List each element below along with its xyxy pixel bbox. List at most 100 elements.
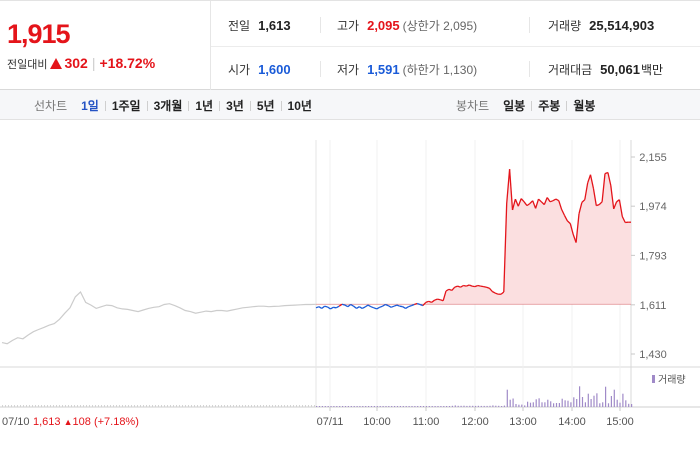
volume-bar xyxy=(218,405,219,407)
volume-bar xyxy=(610,396,612,407)
volume-bar xyxy=(457,405,459,407)
volume-bar xyxy=(221,405,222,407)
time-tick-label: 14:00 xyxy=(558,416,586,428)
price-line-segment xyxy=(396,304,401,307)
tab-1d[interactable]: 1일 xyxy=(81,99,99,113)
tab-1y[interactable]: 1년 xyxy=(195,99,214,113)
price-tick-label: 1,611 xyxy=(640,300,667,312)
price-box: 1,915 전일대비 302 | +18.72% xyxy=(0,1,211,91)
tab-daily[interactable]: 일봉 xyxy=(503,99,526,113)
volume-bar xyxy=(579,386,581,407)
time-axis: 07/10 07/11 10:00 11:00 12:00 13:00 14:00 15:00… xyxy=(2,407,634,428)
price-line-segment xyxy=(546,197,551,203)
tab-1w[interactable]: 1주일 xyxy=(111,99,141,113)
volume-bar xyxy=(570,402,572,407)
volume-bar xyxy=(56,405,57,407)
price-line-segment xyxy=(506,169,511,204)
price-line-segment xyxy=(367,304,372,308)
price-line-segment xyxy=(474,284,479,288)
volume-bar xyxy=(71,405,72,407)
volume-bar xyxy=(230,405,231,407)
time-tick-label: 12:00 xyxy=(461,416,489,428)
volume-bar xyxy=(299,405,300,407)
volume-bar xyxy=(203,405,204,407)
stat-low: 저가 1,591 (하한가 1,130) xyxy=(337,61,477,78)
volume-bar xyxy=(503,405,505,407)
volume-bar xyxy=(344,406,347,407)
tab-monthly[interactable]: 월봉 xyxy=(573,99,596,113)
volume-bar xyxy=(316,406,318,407)
volume-bar xyxy=(50,405,51,407)
volume-bar xyxy=(573,397,575,407)
tab-3m[interactable]: 3개월 xyxy=(153,99,183,113)
tab-3y[interactable]: 3년 xyxy=(226,99,244,113)
volume-bar xyxy=(399,406,401,407)
volume-bar xyxy=(619,402,621,407)
price-line-segment xyxy=(592,188,597,206)
price-line-segment xyxy=(333,306,337,309)
volume-bar xyxy=(336,406,338,407)
volume-bar xyxy=(134,405,135,407)
price-axis: 2,155 1,974 1,793 1,611 1,430 xyxy=(631,152,667,361)
volume-bar xyxy=(287,405,288,407)
volume-bar xyxy=(248,405,249,407)
price-line-segment xyxy=(347,303,352,308)
price-line-segment xyxy=(491,290,496,294)
tab-separator xyxy=(249,101,251,111)
price-line-segment xyxy=(315,306,320,309)
tab-5y[interactable]: 5년 xyxy=(256,99,275,113)
volume-bar xyxy=(251,405,252,407)
stat-value: 25,514,903 xyxy=(589,18,655,33)
volume-bar xyxy=(425,406,427,407)
tab-10y[interactable]: 10년 xyxy=(287,99,312,113)
volume-bar xyxy=(625,400,627,407)
volume-bar xyxy=(293,405,294,407)
volume-bar xyxy=(29,405,30,407)
volume-bar xyxy=(544,402,546,407)
volume-bar xyxy=(164,405,165,407)
price-line-segment xyxy=(538,198,542,203)
upper-limit: (상한가 2,095) xyxy=(402,19,478,33)
price-line-segment xyxy=(514,198,519,207)
volume-bar xyxy=(8,405,9,407)
volume-bar xyxy=(116,405,117,407)
candle-chart-tabs: 봉차트 일봉 주봉 월봉 xyxy=(456,97,595,114)
volume-bar xyxy=(538,398,540,407)
price-line-segment xyxy=(503,203,508,293)
volume-bar xyxy=(32,405,33,407)
stat-open: 시가 1,600 xyxy=(228,61,291,78)
change-percent: +18.72% xyxy=(99,55,156,71)
volume-bar xyxy=(110,405,111,407)
volume-bar xyxy=(356,406,358,407)
price-line-segment xyxy=(373,307,377,310)
volume-bar xyxy=(92,405,93,407)
volume-bar xyxy=(242,405,243,407)
time-tick-label: 15:00 xyxy=(606,416,634,428)
tab-weekly[interactable]: 주봉 xyxy=(538,99,561,113)
volume-bar xyxy=(480,405,482,407)
price-line-segment xyxy=(555,198,560,202)
price-line-segment xyxy=(437,298,441,301)
price-line-segment xyxy=(390,305,395,308)
price-line-segment xyxy=(405,306,409,309)
price-line-segment xyxy=(563,215,568,222)
volume-bar xyxy=(512,398,514,407)
volume-bar xyxy=(347,406,349,407)
volume-bar xyxy=(113,405,114,407)
volume-bar xyxy=(396,406,399,407)
volume-bar xyxy=(263,405,264,407)
up-triangle-icon xyxy=(50,58,63,69)
tab-separator xyxy=(104,101,106,111)
volume-bar xyxy=(321,406,323,407)
volume-bar xyxy=(38,405,39,407)
volume-bar xyxy=(200,405,201,407)
volume-bar xyxy=(182,405,183,407)
volume-bar xyxy=(245,405,246,407)
volume-bar xyxy=(555,403,558,407)
volume-bar xyxy=(266,405,267,407)
volume-bar xyxy=(414,406,416,407)
volume-bar xyxy=(628,403,630,407)
price-line-segment xyxy=(387,305,392,308)
volume-legend-swatch xyxy=(652,375,655,383)
volume-bar xyxy=(373,406,375,407)
